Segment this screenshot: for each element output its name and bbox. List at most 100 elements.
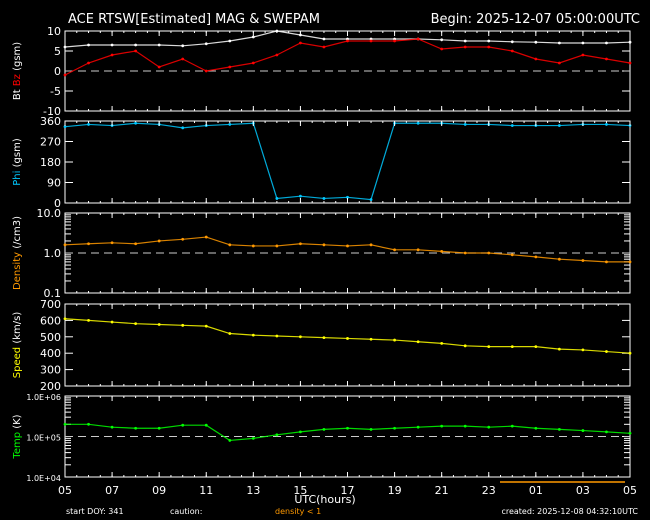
data-point-density bbox=[251, 244, 255, 248]
data-point-temp bbox=[487, 425, 491, 429]
data-point-temp bbox=[369, 427, 373, 431]
data-point-bz bbox=[157, 65, 161, 69]
data-point-temp bbox=[63, 422, 67, 426]
data-point-phi bbox=[87, 123, 90, 126]
data-point-bt bbox=[63, 45, 67, 49]
y-axis-label-part: (K) bbox=[12, 414, 23, 432]
data-point-bt bbox=[110, 43, 114, 47]
y-tick-label: 1.0 bbox=[44, 247, 62, 260]
data-point-speed bbox=[416, 340, 420, 344]
data-point-speed bbox=[463, 344, 467, 348]
data-point-temp bbox=[157, 426, 161, 430]
data-point-temp bbox=[322, 427, 326, 431]
data-point-bt bbox=[605, 41, 608, 45]
data-point-bz bbox=[369, 39, 373, 43]
data-point-temp bbox=[416, 425, 420, 429]
data-point-temp bbox=[463, 424, 467, 428]
y-tick-label: 700 bbox=[40, 298, 61, 311]
data-point-bz bbox=[251, 61, 255, 65]
data-point-density bbox=[275, 244, 279, 248]
y-tick-label: -5 bbox=[50, 85, 61, 98]
data-point-phi bbox=[369, 198, 373, 201]
data-point-phi bbox=[416, 121, 420, 125]
data-point-bz bbox=[134, 49, 138, 53]
data-point-bz bbox=[299, 41, 302, 45]
data-point-bt bbox=[322, 37, 326, 41]
caution-note: density < 1 bbox=[275, 507, 321, 516]
data-point-speed bbox=[87, 319, 90, 322]
data-point-bz bbox=[534, 57, 538, 61]
y-tick-label: 10.0 bbox=[37, 207, 62, 220]
data-point-speed bbox=[557, 347, 561, 351]
data-point-density bbox=[534, 255, 538, 259]
data-point-bt bbox=[440, 38, 444, 42]
x-tick-label: 01 bbox=[529, 484, 543, 497]
data-point-bt bbox=[275, 29, 279, 33]
data-point-speed bbox=[275, 334, 279, 338]
data-point-bt bbox=[251, 35, 255, 39]
series-line-density bbox=[64, 236, 630, 263]
x-tick-label: 15 bbox=[293, 484, 307, 497]
data-point-bz bbox=[628, 61, 632, 65]
data-point-bz bbox=[110, 53, 114, 57]
y-tick-label: 5 bbox=[54, 45, 61, 58]
data-point-speed bbox=[299, 335, 302, 339]
y-tick-label: 180 bbox=[40, 156, 61, 169]
data-point-temp bbox=[251, 436, 255, 440]
data-point-temp bbox=[228, 439, 232, 442]
data-point-speed bbox=[510, 345, 514, 349]
data-point-bt bbox=[134, 43, 138, 47]
y-tick-label: 500 bbox=[40, 331, 61, 344]
y-axis-label-part: Bt bbox=[12, 89, 23, 100]
data-point-speed bbox=[204, 324, 208, 328]
x-tick-label: 23 bbox=[482, 484, 496, 497]
data-point-phi bbox=[346, 195, 349, 199]
data-point-phi bbox=[181, 126, 185, 130]
y-axis-label: Phi (gsm) bbox=[12, 138, 23, 186]
data-point-temp bbox=[581, 429, 585, 432]
y-tick-label: -10 bbox=[43, 105, 61, 118]
y-tick-label: 1.0E+04 bbox=[26, 474, 61, 483]
data-point-density bbox=[393, 248, 396, 252]
data-point-bz bbox=[605, 57, 608, 61]
x-tick-label: 05 bbox=[58, 484, 72, 497]
data-point-bz bbox=[510, 49, 514, 53]
data-point-density bbox=[322, 243, 326, 247]
x-tick-label: 17 bbox=[341, 484, 355, 497]
data-point-temp bbox=[299, 430, 302, 434]
data-point-temp bbox=[204, 423, 208, 427]
data-point-bt bbox=[628, 40, 632, 44]
data-point-density bbox=[605, 260, 608, 264]
data-point-speed bbox=[628, 351, 632, 355]
data-point-density bbox=[416, 248, 420, 252]
data-point-bz bbox=[63, 73, 67, 77]
x-tick-label: 05 bbox=[623, 484, 637, 497]
caution-label: caution: bbox=[170, 507, 202, 516]
series-line-speed bbox=[64, 318, 631, 354]
y-tick-label: 1.0E+06 bbox=[26, 393, 61, 402]
data-point-speed bbox=[181, 323, 185, 327]
data-point-phi bbox=[605, 123, 608, 126]
data-point-temp bbox=[275, 433, 279, 437]
data-point-phi bbox=[510, 124, 514, 127]
y-tick-label: 0 bbox=[54, 65, 61, 78]
x-tick-label: 21 bbox=[435, 484, 449, 497]
data-point-temp bbox=[134, 426, 138, 430]
data-point-phi bbox=[134, 121, 138, 125]
data-point-temp bbox=[110, 425, 114, 429]
data-point-speed bbox=[605, 350, 608, 353]
data-point-density bbox=[181, 237, 185, 241]
data-point-density bbox=[510, 253, 514, 257]
data-point-temp bbox=[346, 426, 349, 430]
x-axis-label: UTC(hours) bbox=[294, 493, 355, 506]
data-point-bt bbox=[369, 37, 373, 41]
begin-time: Begin: 2025-12-07 05:00:00UTC bbox=[431, 12, 640, 27]
data-point-phi bbox=[557, 124, 561, 127]
data-point-speed bbox=[393, 338, 396, 342]
data-point-phi bbox=[322, 197, 326, 200]
data-point-density bbox=[110, 241, 114, 245]
y-tick-label: 10 bbox=[47, 25, 61, 38]
y-axis-label-part: Phi bbox=[12, 171, 23, 186]
data-point-bt bbox=[87, 43, 90, 47]
